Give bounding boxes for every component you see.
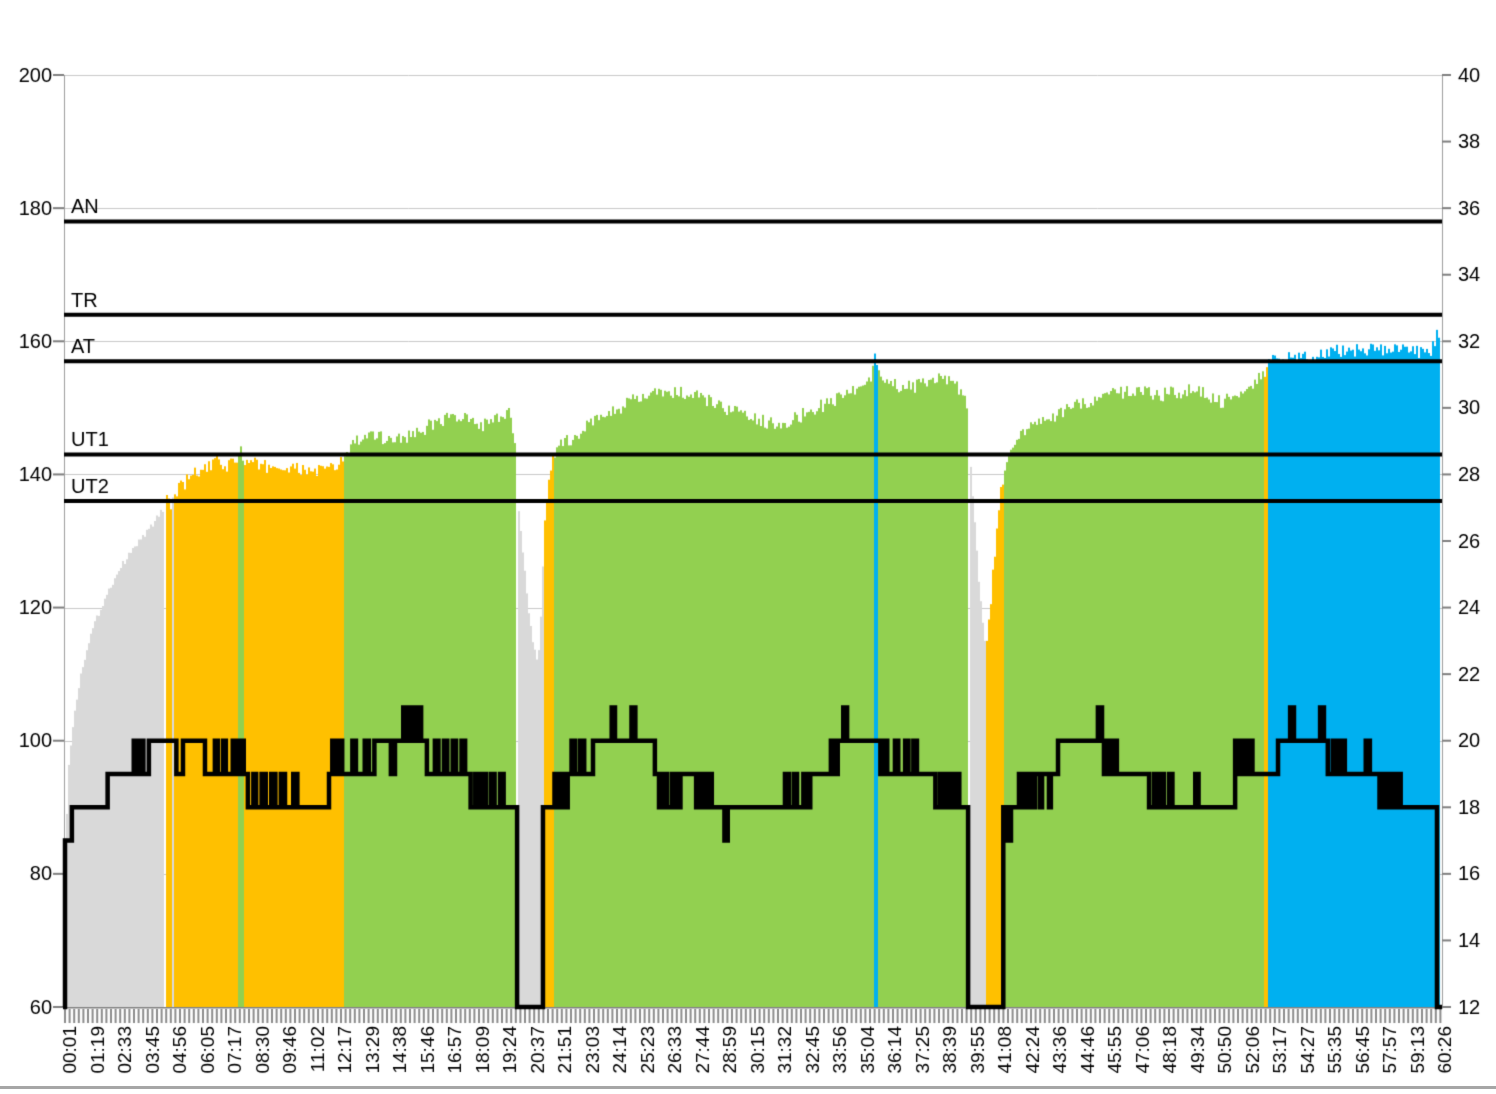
bottom-divider: [0, 1086, 1496, 1089]
